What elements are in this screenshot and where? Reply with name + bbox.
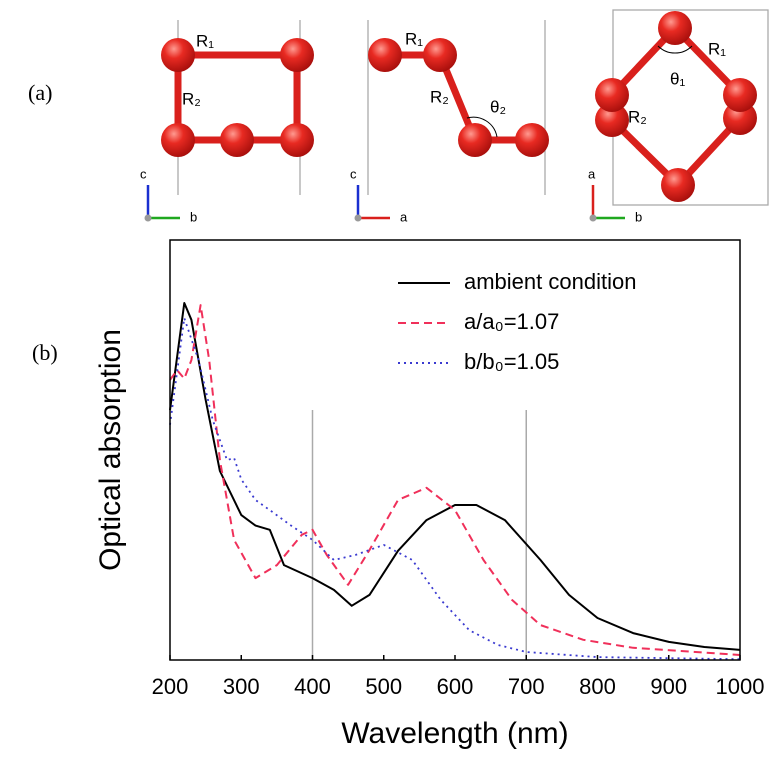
structure-diagram: R₁ θ₁ R₂ a b (588, 9, 769, 224)
data-line (169, 304, 741, 656)
legend-label: b/b₀=1.05 (464, 349, 559, 374)
plot-frame (169, 239, 741, 661)
axis-label: c (140, 166, 147, 181)
data-line (169, 302, 741, 651)
bond-label: R₂ (628, 107, 647, 126)
angle-label: θ₂ (490, 97, 506, 116)
x-tick-label: 300 (223, 674, 260, 699)
x-tick-label: 400 (294, 674, 331, 699)
axis-label: a (588, 166, 596, 181)
angle-label: θ₁ (670, 69, 685, 88)
y-axis-label: Optical absorption (94, 329, 127, 571)
x-axis-label: Wavelength (nm) (341, 717, 568, 750)
x-tick-label: 600 (437, 674, 474, 699)
panel-label: (a) (28, 80, 52, 105)
axis-label: b (635, 209, 642, 224)
structure-diagram: R₁ R₂ θ₂ c a (350, 20, 549, 224)
x-tick-label: 900 (650, 674, 687, 699)
chart: Wavelength (nm) Optical absorption 200 30… (94, 239, 765, 750)
x-tick-label: 500 (365, 674, 402, 699)
x-tick-label: 700 (508, 674, 545, 699)
axis-label: b (190, 209, 197, 224)
panel-label: (b) (32, 340, 58, 365)
x-tick-label: 200 (152, 674, 189, 699)
bond-label: R₂ (182, 89, 201, 108)
axis-label: c (350, 166, 357, 181)
axis-label: a (400, 209, 408, 224)
bond-label: R₂ (430, 87, 449, 106)
data-line (169, 317, 741, 661)
bond-label: R₁ (196, 31, 214, 50)
bond-label: R₁ (405, 29, 423, 48)
legend-label: a/a₀=1.07 (464, 309, 559, 334)
x-tick-label: 1000 (716, 674, 765, 699)
legend-label: ambient condition (464, 269, 636, 294)
bond-label: R₁ (708, 39, 726, 58)
x-tick-label: 800 (579, 674, 616, 699)
structure-diagram: R₁ R₂ c b (140, 20, 314, 224)
